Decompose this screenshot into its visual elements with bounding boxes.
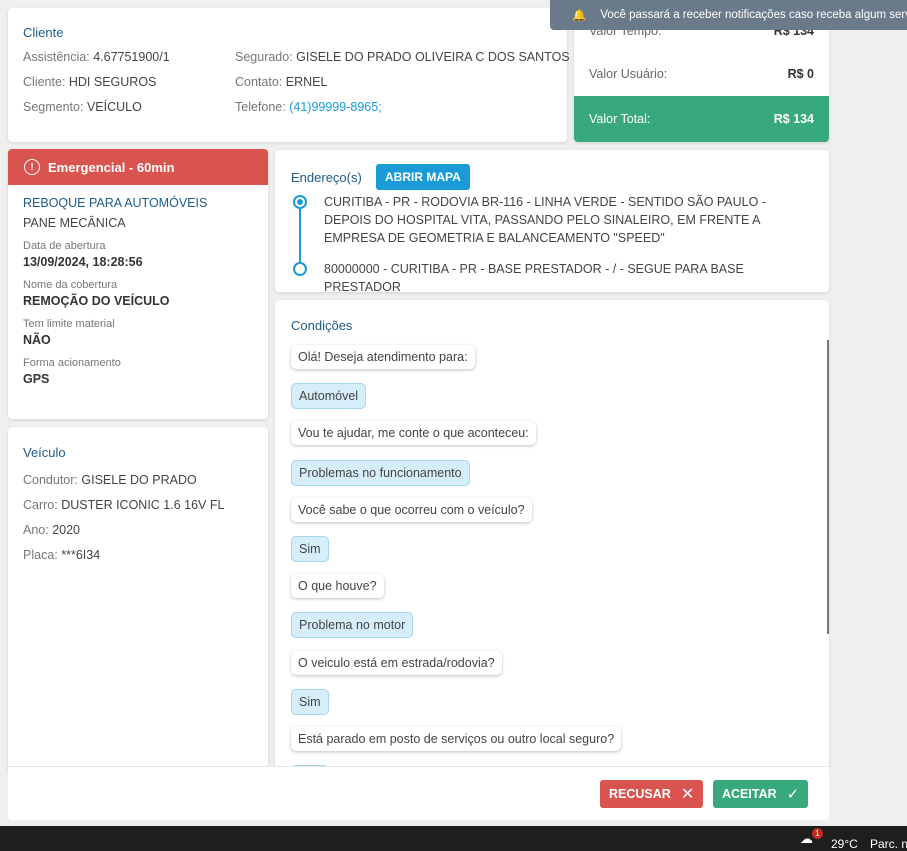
service-field: Nome da cobertura REMOÇÃO DO VEÍCULO — [23, 279, 253, 308]
client-card: Cliente Assistência: 4.67751900/1 Client… — [8, 8, 570, 142]
service-card: ! Emergencial - 60min REBOQUE PARA AUTOMÓ… — [8, 149, 268, 419]
chat-question: O veiculo está em estrada/rodovia? — [291, 650, 502, 675]
notification-toast[interactable]: 🔔 Você passará a receber notificações cas… — [550, 0, 907, 30]
assistencia: Assistência: 4.67751900/1 — [23, 50, 170, 64]
field-label: Forma acionamento — [23, 357, 121, 369]
chat-answer: Problema no motor — [291, 612, 414, 639]
route-line — [299, 208, 301, 268]
vehicle-title: Veículo — [23, 445, 66, 460]
cliente: Cliente: HDI SEGUROS — [23, 75, 157, 89]
field-label: Nome da cobertura — [23, 279, 118, 291]
footer: RECUSAR ✕ ACEITAR ✓ — [8, 766, 829, 820]
placa: Placa: ***6I34 — [23, 548, 101, 562]
chat-answer: Automóvel — [291, 383, 367, 410]
segmento: Segmento: VEÍCULO — [23, 100, 142, 114]
close-icon: ✕ — [680, 786, 695, 803]
field-label: Data de abertura — [23, 240, 106, 252]
weather-icon[interactable]: ☁ — [800, 831, 813, 846]
chat-question: Você sabe o que ocorreu com o veículo? — [291, 497, 532, 522]
chat-answer: Sim — [291, 536, 329, 562]
service-field: Tem limite material NÃO — [23, 318, 253, 347]
conditions-card: Condições Olá! Deseja atendimento para: A… — [275, 300, 829, 770]
service-reason: PANE MECÂNICA — [23, 216, 126, 230]
valor-usuario: Valor Usuário: R$ 0 — [589, 67, 814, 81]
chat-question: Está parado em posto de serviços ou outr… — [291, 727, 622, 751]
valor-total: Valor Total: R$ 134 — [574, 96, 829, 142]
carro: Carro: DUSTER ICONIC 1.6 16V FL — [23, 498, 225, 512]
notification-text: Você passará a receber notificações caso… — [600, 9, 907, 21]
chat-question: Olá! Deseja atendimento para: — [291, 345, 475, 369]
open-map-button[interactable]: ABRIR MAPA — [376, 164, 470, 190]
origin-marker-icon — [293, 195, 307, 209]
conditions-title: Condições — [291, 318, 353, 333]
check-icon: ✓ — [786, 786, 800, 803]
client-title: Cliente — [23, 25, 64, 40]
address-destination: 80000000 - CURITIBA - PR - BASE PRESTADO… — [324, 262, 744, 294]
alert-circle-icon: ! — [24, 159, 40, 175]
field-value: REMOÇÃO DO VEÍCULO — [23, 294, 170, 308]
destination-marker-icon — [293, 262, 307, 276]
service-field: Forma acionamento GPS — [23, 357, 253, 386]
telefone: Telefone: (41)99999-8965; — [235, 100, 382, 114]
telefone-link[interactable]: (41)99999-8965; — [289, 100, 382, 114]
contato: Contato: ERNEL — [235, 75, 328, 89]
service-field: Data de abertura 13/09/2024, 18:28:56 — [23, 240, 253, 269]
aceitar-button[interactable]: ACEITAR ✓ — [713, 780, 809, 808]
address-origin: CURITIBA - PR - RODOVIA BR-116 - LINHA V… — [324, 195, 766, 245]
address-title: Endereço(s) — [291, 170, 362, 185]
segurado: Segurado: GISELE DO PRADO OLIVEIRA C DOS… — [235, 50, 570, 64]
emergency-badge: ! Emergencial - 60min — [8, 149, 268, 185]
bell-icon: 🔔 — [572, 10, 587, 22]
scrollbar[interactable] — [827, 340, 829, 634]
condutor: Condutor: GISELE DO PRADO — [23, 473, 197, 487]
chat-question: Vou te ajudar, me conte o que aconteceu: — [291, 421, 536, 446]
field-label: Tem limite material — [23, 318, 115, 330]
address-card: Endereço(s) ABRIR MAPA CURITIBA - PR - R… — [275, 150, 829, 294]
field-value: GPS — [23, 372, 50, 386]
taskbar: ☁ 1 29°C Parc. n — [0, 826, 907, 851]
field-value: 13/09/2024, 18:28:56 — [23, 255, 143, 269]
weather-text: Parc. n — [870, 837, 907, 851]
weather-badge: 1 — [812, 828, 823, 839]
ano: Ano: 2020 — [23, 523, 81, 537]
chat-answer: Sim — [291, 688, 329, 715]
chat-answer: Problemas no funcionamento — [291, 459, 470, 486]
weather-temp: 29°C — [831, 837, 858, 851]
service-type: REBOQUE PARA AUTOMÓVEIS — [23, 196, 208, 210]
recusar-button[interactable]: RECUSAR ✕ — [600, 780, 704, 808]
field-value: NÃO — [23, 333, 51, 347]
vehicle-card: Veículo Condutor: GISELE DO PRADO Carro:… — [8, 427, 268, 772]
chat-question: O que houve? — [291, 574, 384, 599]
